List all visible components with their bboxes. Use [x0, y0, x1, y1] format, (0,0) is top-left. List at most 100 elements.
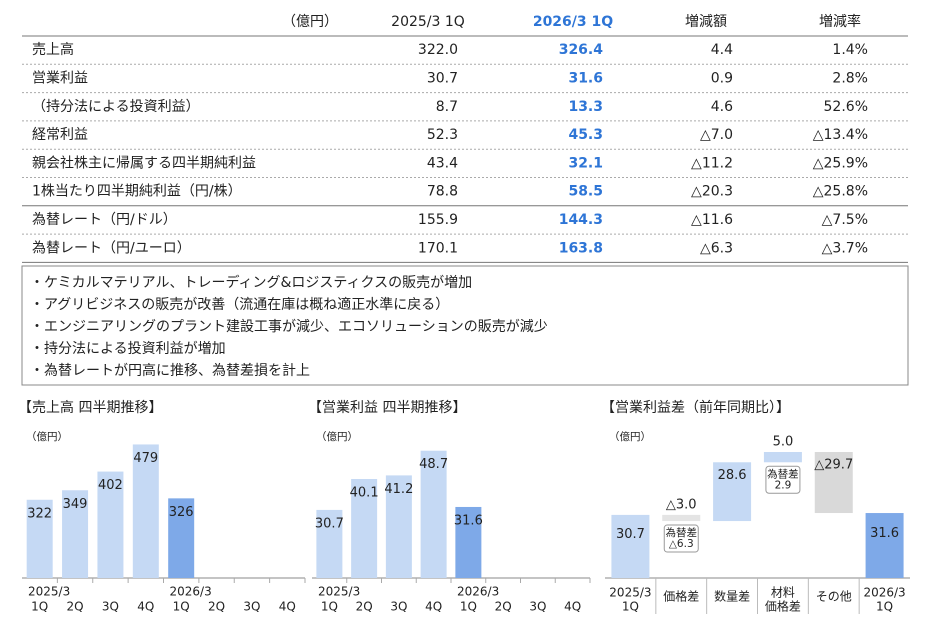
- cell: 155.9: [418, 212, 458, 228]
- cell: 144.3: [559, 212, 603, 228]
- bar: [420, 450, 447, 578]
- cell: △7.5%: [822, 212, 868, 228]
- note-text: △6.3: [669, 538, 694, 550]
- cell: 45.3: [568, 127, 603, 143]
- bar: [455, 506, 482, 578]
- cell: 0.9: [711, 70, 733, 86]
- group-label: 2025/3: [318, 585, 360, 599]
- x-tick-label: 3Q: [243, 600, 260, 614]
- value-label: 31.6: [870, 526, 899, 541]
- x-tick-label: 価格差: [663, 589, 699, 604]
- cell: 31.6: [568, 70, 603, 86]
- table-unit: （億円）: [282, 14, 338, 30]
- x-tick-label: 3Q: [529, 600, 546, 614]
- cell: △3.7%: [822, 240, 868, 256]
- value-label: 30.7: [616, 527, 645, 542]
- value-label: 30.7: [315, 516, 344, 531]
- column-header: 2025/3 1Q: [391, 14, 465, 30]
- cell: 78.8: [427, 184, 458, 200]
- row-label: 売上高: [32, 41, 74, 58]
- x-tick-label: 3Q: [102, 600, 119, 614]
- value-label: 41.2: [384, 482, 413, 497]
- x-tick-label: 2Q: [208, 600, 225, 614]
- cell: 1.4%: [832, 42, 868, 58]
- cell: 43.4: [427, 155, 458, 171]
- value-label: 28.6: [718, 468, 747, 483]
- cell: 52.3: [427, 127, 458, 143]
- cell: △20.3: [691, 184, 733, 200]
- group-label: 2025/3: [28, 585, 70, 599]
- row-label: 1株当たり四半期純利益（円/株）: [32, 184, 242, 200]
- bar: [132, 444, 159, 578]
- bar: [26, 499, 53, 578]
- cell: 13.3: [568, 99, 603, 115]
- x-tick-label: 4Q: [137, 600, 154, 614]
- chart-title: 【営業利益差（前年同期比）】: [601, 399, 790, 416]
- x-tick-label: 2Q: [67, 600, 84, 614]
- bar: [385, 475, 412, 578]
- cell: △25.8%: [813, 184, 868, 200]
- chart-title: 【営業利益 四半期推移】: [308, 400, 466, 416]
- bar: [814, 451, 853, 514]
- bar: [611, 514, 650, 578]
- cell: △11.6: [691, 212, 733, 228]
- cell: 4.4: [711, 42, 733, 58]
- note-text: 為替差: [666, 526, 698, 539]
- x-tick-label: 1Q: [31, 600, 48, 614]
- bar: [865, 513, 904, 578]
- cell: 170.1: [418, 240, 458, 256]
- cell: 326.4: [559, 42, 604, 58]
- value-label: 402: [98, 478, 123, 493]
- x-tick-label: 1Q: [622, 600, 639, 614]
- x-tick-label: 材料: [771, 586, 795, 600]
- x-tick-label: 2026/3: [863, 586, 905, 600]
- x-tick-label: 価格差: [765, 599, 801, 614]
- value-label: △29.7: [814, 457, 853, 472]
- note-box: [663, 524, 699, 553]
- row-label: 経常利益: [32, 127, 88, 143]
- value-label: 31.6: [454, 513, 483, 528]
- cell: △11.2: [691, 155, 733, 171]
- column-header: 2026/3 1Q: [533, 14, 613, 30]
- x-tick-label: 4Q: [564, 600, 581, 614]
- x-tick-label: 1Q: [321, 600, 338, 614]
- bar: [97, 471, 124, 578]
- cell: △7.0: [700, 127, 733, 143]
- row-label: 為替レート（円/ドル）: [32, 212, 177, 228]
- bar: [316, 509, 343, 578]
- cell: 163.8: [559, 240, 603, 256]
- value-label: 326: [169, 505, 194, 520]
- row-label: 親会社株主に帰属する四半期純利益: [32, 154, 256, 171]
- cell: △13.4%: [813, 127, 868, 143]
- x-tick-label: 2025/3: [609, 586, 651, 600]
- bar: [351, 479, 378, 578]
- x-tick-label: 2Q: [495, 600, 512, 614]
- x-tick-label: 4Q: [425, 600, 442, 614]
- group-label: 2026/3: [170, 585, 212, 599]
- x-tick-label: 数量差: [714, 589, 750, 604]
- column-header: 増減額: [685, 13, 727, 30]
- chart-unit: （億円）: [316, 430, 358, 443]
- group-label: 2026/3: [457, 585, 499, 599]
- cell: 58.5: [568, 184, 603, 200]
- value-label: 48.7: [419, 457, 448, 472]
- value-label: 479: [133, 451, 158, 466]
- cell: 32.1: [568, 155, 603, 171]
- row-label: 営業利益: [32, 70, 88, 86]
- x-tick-label: 1Q: [460, 600, 477, 614]
- cell: △6.3: [700, 240, 733, 256]
- note-line: ・為替レートが円高に推移、為替差損を計上: [30, 362, 310, 379]
- cell: 52.6%: [824, 99, 868, 115]
- cell: 2.8%: [832, 70, 868, 86]
- x-tick-label: その他: [816, 590, 852, 604]
- x-tick-label: 2Q: [356, 600, 373, 614]
- note-line: ・アグリビジネスの販売が改善（流通在庫は概ね適正水準に戻る）: [30, 296, 449, 313]
- bar: [62, 490, 89, 578]
- note-text: 為替差: [767, 467, 799, 480]
- notes-box: [21, 265, 909, 386]
- value-label: △3.0: [666, 497, 697, 512]
- bar: [662, 514, 701, 522]
- x-tick-label: 3Q: [390, 600, 407, 614]
